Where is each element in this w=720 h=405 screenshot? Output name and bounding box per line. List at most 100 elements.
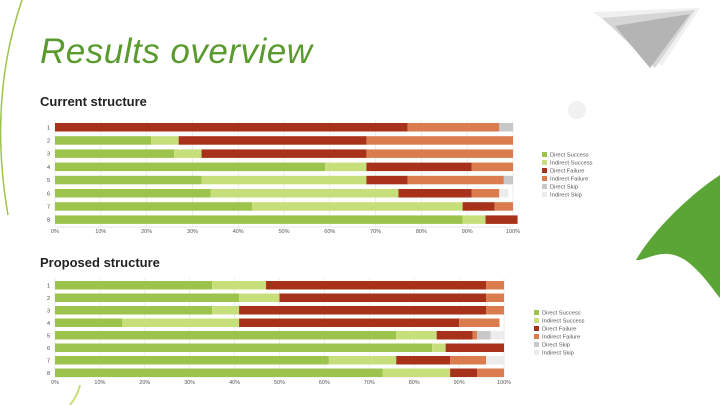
- x-tick-label: 80%: [409, 380, 420, 386]
- bar-segment-indirect-failure: [450, 356, 487, 365]
- bar-segment-indirect-success: [210, 189, 399, 198]
- bar-segment-indirect-failure: [477, 368, 504, 377]
- x-tick-label: 0%: [51, 380, 59, 386]
- proposed-structure-chart: 0% 10% 20% 30% 40% 50% 60% 70% 80% 90% 100% 1 2 3 4 5 6 7…: [47, 278, 511, 386]
- bar-segment-direct-failure: [201, 149, 367, 158]
- x-tick-label: 60%: [319, 380, 330, 386]
- y-tick-label: 1: [47, 125, 50, 131]
- y-tick-label: 7: [47, 358, 50, 364]
- bar-segment-indirect-success: [201, 175, 367, 185]
- bar-segment-direct-failure: [366, 175, 408, 185]
- legend-swatch: [534, 318, 539, 323]
- y-tick-label: 8: [47, 371, 50, 377]
- bar-segment-indirect-failure: [486, 281, 504, 290]
- bar-segment-indirect-success: [382, 368, 451, 377]
- bar-segment-direct-skip: [477, 331, 491, 340]
- legend-label: Direct Skip: [550, 185, 578, 191]
- bar-segment-indirect-success: [212, 306, 240, 315]
- legend-label: Direct Failure: [550, 169, 584, 175]
- x-tick-label: 60%: [324, 229, 335, 235]
- legend-label: Direct Success: [550, 153, 589, 159]
- bar-segment-indirect-success: [122, 318, 240, 327]
- legend-swatch: [542, 160, 547, 165]
- bar-segment-direct-failure: [436, 331, 473, 340]
- bar-segment-indirect-failure: [494, 202, 513, 211]
- bar-segment-direct-failure: [445, 343, 504, 352]
- bar-segment-indirect-success: [328, 356, 397, 365]
- bar-segment-indirect-success: [396, 331, 437, 340]
- slide-title: Results overview: [40, 32, 313, 71]
- bar-segment-direct-failure: [178, 136, 367, 145]
- legend-swatch: [534, 310, 539, 315]
- bar-segment-direct-failure: [396, 356, 451, 365]
- x-tick-label: 10%: [95, 229, 106, 235]
- x-tick-label: 100%: [506, 229, 520, 235]
- x-tick-label: 50%: [274, 380, 285, 386]
- x-tick-label: 30%: [187, 229, 198, 235]
- bar-segment-direct-failure: [485, 215, 518, 224]
- x-tick-label: 90%: [454, 380, 465, 386]
- legend-label: Indirect Success: [542, 319, 585, 325]
- current-structure-title: Current structure: [40, 94, 147, 109]
- bar-segment-indirect-failure: [407, 123, 500, 132]
- legend-label: Indirect Failure: [542, 335, 580, 341]
- legend-swatch: [542, 168, 547, 173]
- legend-swatch: [542, 192, 547, 197]
- bar-segment-direct-failure: [266, 281, 487, 290]
- legend-label: Indirect Success: [550, 161, 593, 167]
- y-tick-label: 2: [47, 296, 50, 302]
- bar-segment-indirect-failure: [366, 136, 513, 145]
- x-tick-label: 20%: [141, 229, 152, 235]
- x-tick-label: 0%: [51, 229, 59, 235]
- proposed-structure-title: Proposed structure: [40, 255, 160, 270]
- bar-segment-direct-success: [55, 331, 397, 340]
- bar-segment-direct-success: [55, 136, 152, 145]
- bar-segment-indirect-success: [325, 162, 367, 172]
- y-tick-label: 2: [47, 138, 50, 144]
- bar-segment-indirect-failure: [486, 293, 504, 302]
- bar-segment-direct-failure: [279, 293, 487, 302]
- y-tick-label: 4: [47, 321, 50, 327]
- bar-segment-indirect-failure: [459, 318, 500, 327]
- legend-label: Direct Skip: [542, 343, 570, 349]
- y-tick-label: 7: [47, 204, 50, 210]
- x-tick-label: 80%: [416, 229, 427, 235]
- bar-segment-direct-failure: [366, 162, 472, 172]
- bar-segment-direct-failure: [398, 189, 472, 198]
- bar-segment-indirect-success: [212, 281, 267, 290]
- bar-segment-indirect-success: [462, 215, 486, 224]
- bar-segment-indirect-success: [174, 149, 202, 158]
- legend-swatch: [534, 334, 539, 339]
- bar-segment-indirect-failure: [471, 162, 513, 172]
- bar-segment-direct-success: [55, 306, 213, 315]
- legend-swatch: [534, 342, 539, 347]
- bar-segment-indirect-failure: [471, 189, 500, 198]
- y-tick-label: 3: [47, 308, 50, 314]
- bar-segment-direct-failure: [55, 123, 408, 132]
- bar-segment-direct-failure: [239, 318, 460, 327]
- y-tick-label: 8: [47, 218, 50, 224]
- bar-segment-direct-success: [55, 356, 329, 365]
- x-tick-label: 50%: [278, 229, 289, 235]
- legend-swatch: [534, 326, 539, 331]
- bar-segment-indirect-success: [151, 136, 179, 145]
- bar-segment-indirect-success: [432, 343, 446, 352]
- bar-segment-direct-skip: [503, 175, 513, 185]
- y-tick-label: 6: [47, 191, 50, 197]
- x-tick-label: 10%: [94, 380, 105, 386]
- y-tick-label: 6: [47, 346, 50, 352]
- circle-decoration: [568, 101, 586, 119]
- bar-segment-direct-success: [55, 293, 240, 302]
- bar-segment-indirect-failure: [486, 306, 504, 315]
- proposed-structure-legend: Direct Success Indirect Success Direct Fai…: [534, 310, 585, 357]
- legend-label: Direct Success: [542, 311, 581, 317]
- left-arc-decoration: [0, 0, 23, 216]
- triangle-decoration-dark: [615, 14, 690, 68]
- bar-segment-direct-success: [55, 281, 213, 290]
- y-tick-label: 3: [47, 152, 50, 158]
- bar-segment-direct-failure: [450, 368, 478, 377]
- bar-segment-indirect-failure: [472, 331, 478, 340]
- y-tick-label: 1: [47, 283, 50, 289]
- legend-label: Indirect Skip: [542, 351, 574, 357]
